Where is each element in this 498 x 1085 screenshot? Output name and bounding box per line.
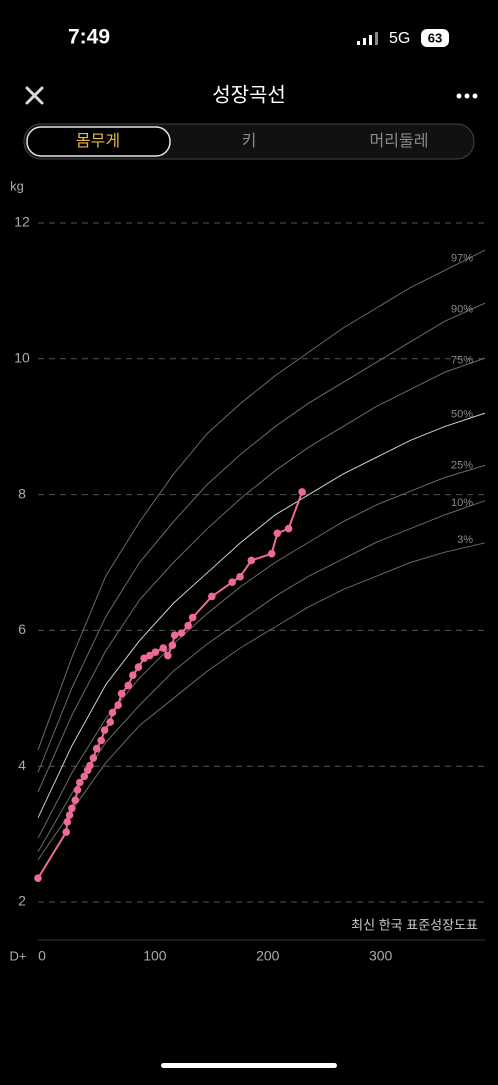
battery-icon: [421, 29, 449, 47]
data-point: [208, 592, 216, 601]
percentile-label: 25%: [451, 460, 473, 472]
data-line: [37, 491, 304, 879]
percentile-label: 97%: [451, 252, 473, 264]
data-point: [114, 701, 122, 709]
percentile-label: 75%: [451, 354, 473, 366]
data-point: [129, 671, 137, 680]
percentile-label: 3%: [457, 534, 473, 546]
data-point: [151, 648, 160, 656]
percentile-label: 10%: [451, 497, 473, 509]
data-point: [108, 708, 117, 717]
data-point: [184, 621, 192, 630]
data-point: [89, 754, 98, 762]
data-point: [34, 874, 42, 883]
percentile-curve: [37, 357, 486, 793]
source-note: 최신 한국 표준성장도표: [351, 917, 478, 932]
percentile-curve: [37, 249, 486, 751]
data-point: [267, 549, 276, 558]
signal-icon: [357, 32, 378, 45]
status-network: 5G: [389, 30, 410, 47]
data-point: [188, 613, 197, 622]
percentile-curve: [37, 542, 486, 861]
data-point: [164, 651, 172, 660]
percentile-label: 90%: [451, 303, 473, 315]
header-title: 성장곡선: [212, 83, 286, 106]
data-point: [80, 772, 89, 781]
data-point: [236, 572, 244, 581]
data-point: [71, 796, 80, 804]
data-point: [62, 828, 71, 836]
data-point: [177, 629, 186, 637]
data-point: [100, 726, 109, 735]
data-point: [92, 744, 101, 753]
data-point: [140, 654, 148, 663]
data-point: [106, 718, 115, 726]
y-axis-label: kg: [10, 178, 24, 193]
data-point: [168, 641, 177, 650]
data-point: [298, 488, 306, 496]
data-point: [170, 631, 179, 639]
percentile-curve: [37, 500, 486, 853]
data-point: [75, 778, 84, 787]
x-tick-label: 0: [38, 948, 46, 964]
y-tick-label: 4: [18, 757, 26, 773]
data-point: [159, 644, 168, 652]
data-point: [86, 761, 94, 770]
data-point: [117, 689, 126, 698]
x-tick-label: 300: [369, 948, 393, 964]
y-tick-label: 12: [14, 214, 30, 230]
percentile-label: 50%: [451, 409, 473, 421]
data-point: [273, 529, 282, 538]
data-point: [73, 786, 82, 794]
x-tick-label: 100: [143, 948, 167, 964]
y-tick-label: 8: [18, 485, 26, 501]
data-point: [65, 811, 74, 819]
data-point: [97, 736, 106, 745]
y-tick-label: 10: [14, 350, 30, 366]
data-point: [284, 524, 293, 533]
more-button[interactable]: [456, 93, 478, 99]
battery-level: 63: [428, 30, 442, 45]
x-tick-label: 200: [256, 948, 280, 964]
data-point: [68, 804, 76, 813]
data-point: [63, 818, 72, 826]
x-axis-label: D+: [10, 948, 27, 963]
data-point: [247, 556, 256, 565]
tab[interactable]: 머리둘레: [370, 132, 429, 150]
data-point: [124, 681, 133, 690]
y-tick-label: 2: [18, 893, 26, 909]
tab[interactable]: 몸무게: [76, 132, 120, 150]
close-button[interactable]: [25, 86, 44, 105]
percentile-curve: [37, 302, 486, 773]
percentile-curve: [37, 412, 486, 819]
data-point: [228, 578, 236, 586]
tab-selected[interactable]: [26, 126, 171, 157]
y-tick-label: 6: [18, 621, 26, 637]
tab[interactable]: 키: [242, 132, 257, 150]
data-point: [145, 651, 154, 660]
home-indicator: [161, 1063, 337, 1068]
status-time: 7:49: [68, 26, 110, 49]
data-point: [134, 663, 143, 671]
